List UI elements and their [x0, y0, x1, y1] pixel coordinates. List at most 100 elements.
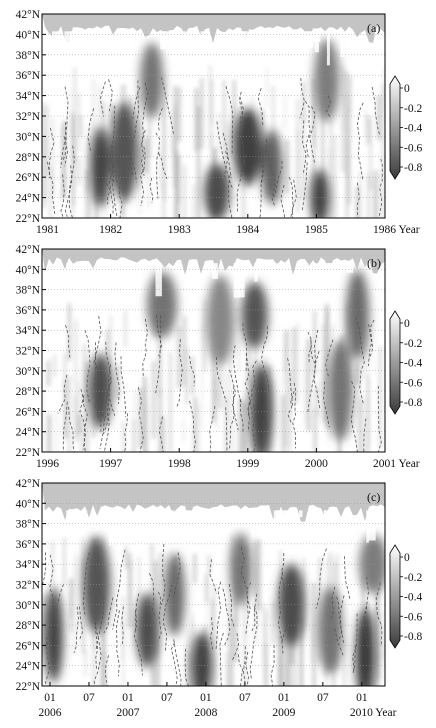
- contour-line: [266, 139, 276, 207]
- gap-streak: [277, 263, 281, 293]
- contour-line: [251, 404, 256, 452]
- contour-line: [161, 543, 166, 606]
- anomaly-blob: [261, 129, 283, 205]
- gap-streak: [42, 31, 46, 43]
- texture-streak: [47, 414, 51, 452]
- contour-line: [112, 549, 126, 630]
- texture-streak: [373, 607, 377, 636]
- gap-streak: [299, 510, 303, 518]
- texture-streak: [282, 395, 285, 452]
- texture-streak: [214, 376, 218, 402]
- contour-line: [123, 413, 128, 452]
- gap-streak: [122, 31, 129, 43]
- gap-streak: [301, 31, 308, 54]
- texture-streak: [133, 419, 135, 452]
- gap-streak: [117, 510, 125, 526]
- texture-streak: [158, 552, 161, 615]
- texture-streak: [261, 108, 264, 138]
- y-tick-label: 32°N: [16, 580, 41, 592]
- gap-streak: [153, 510, 159, 541]
- gap-streak: [326, 31, 330, 66]
- gap-streak: [160, 31, 167, 50]
- anomaly-blob: [250, 363, 273, 452]
- x-tick-label: 07: [161, 692, 173, 704]
- contour-line: [242, 646, 246, 686]
- colorbar-tick-label: 0: [404, 552, 410, 564]
- contour-line: [231, 633, 240, 662]
- texture-streak: [359, 398, 364, 452]
- texture-streak: [375, 555, 379, 668]
- texture-streak: [343, 638, 346, 686]
- texture-streak: [84, 174, 89, 218]
- contour-line: [229, 386, 235, 450]
- anomaly-blob: [136, 592, 159, 668]
- texture-streak: [137, 93, 140, 189]
- contour-line: [242, 323, 248, 373]
- gap-streak: [52, 31, 59, 45]
- contour-line: [308, 339, 312, 364]
- contour-line: [111, 105, 118, 186]
- contour-line: [87, 108, 95, 151]
- contour-line: [64, 165, 73, 217]
- texture-streak: [264, 643, 268, 686]
- y-tick-label: 24°N: [16, 193, 41, 205]
- texture-streak: [324, 304, 329, 422]
- contour-line: [176, 339, 183, 409]
- anomaly-blob: [313, 38, 340, 122]
- texture-streak: [159, 386, 162, 452]
- texture-streak: [289, 616, 291, 686]
- texture-streak: [284, 331, 287, 448]
- x-year-label: 2008: [194, 707, 217, 719]
- x-tick-label: 1999: [236, 458, 259, 470]
- colorbar-bar: [389, 75, 401, 180]
- contour-line: [106, 183, 111, 205]
- gap-streak: [176, 510, 183, 531]
- contour-line: [80, 389, 88, 452]
- gap-streak: [307, 31, 313, 48]
- gap-streak: [139, 510, 143, 525]
- gap-streak: [79, 510, 83, 534]
- contour-line: [107, 364, 116, 416]
- gap-streak: [313, 31, 321, 42]
- texture-streak: [183, 164, 186, 218]
- colorbar-tick-label: -0.2: [404, 103, 422, 115]
- contour-line: [238, 91, 244, 140]
- colorbar-tick-label: -0.4: [404, 358, 422, 370]
- texture-streak: [77, 157, 80, 185]
- texture-streak: [77, 92, 81, 153]
- gap-streak: [233, 510, 239, 525]
- gap-streak: [346, 263, 354, 273]
- gap-streak: [66, 510, 72, 535]
- gap-streak: [325, 263, 329, 286]
- contour-line: [301, 162, 308, 213]
- texture-streak: [255, 538, 257, 646]
- texture-streak: [80, 416, 83, 452]
- contour-line: [131, 80, 140, 143]
- texture-streak: [183, 420, 185, 442]
- texture-streak: [49, 166, 52, 218]
- contour-line: [362, 606, 369, 650]
- y-tick-label: 38°N: [16, 285, 41, 297]
- texture-streak: [63, 537, 66, 588]
- contour-line: [95, 596, 105, 651]
- contour-line: [247, 360, 257, 417]
- contour-line: [161, 77, 174, 134]
- y-tick-label: 38°N: [16, 519, 41, 531]
- y-tick-label: 32°N: [16, 111, 41, 123]
- contour-line: [156, 315, 162, 357]
- x-tick-label: 1997: [99, 458, 122, 470]
- contour-line: [250, 593, 258, 633]
- y-tick-label: 34°N: [16, 91, 41, 103]
- anomaly-blob: [318, 586, 343, 674]
- texture-streak: [74, 554, 77, 655]
- texture-streak: [150, 544, 154, 649]
- texture-streak: [201, 323, 203, 428]
- texture-streak: [209, 65, 212, 150]
- texture-streak: [193, 396, 197, 452]
- texture-streak: [245, 392, 248, 452]
- contour-line: [103, 373, 111, 434]
- contour-line: [326, 95, 331, 118]
- contour-line: [141, 129, 146, 176]
- panel-label: (a): [367, 21, 380, 35]
- gap-streak: [111, 263, 115, 271]
